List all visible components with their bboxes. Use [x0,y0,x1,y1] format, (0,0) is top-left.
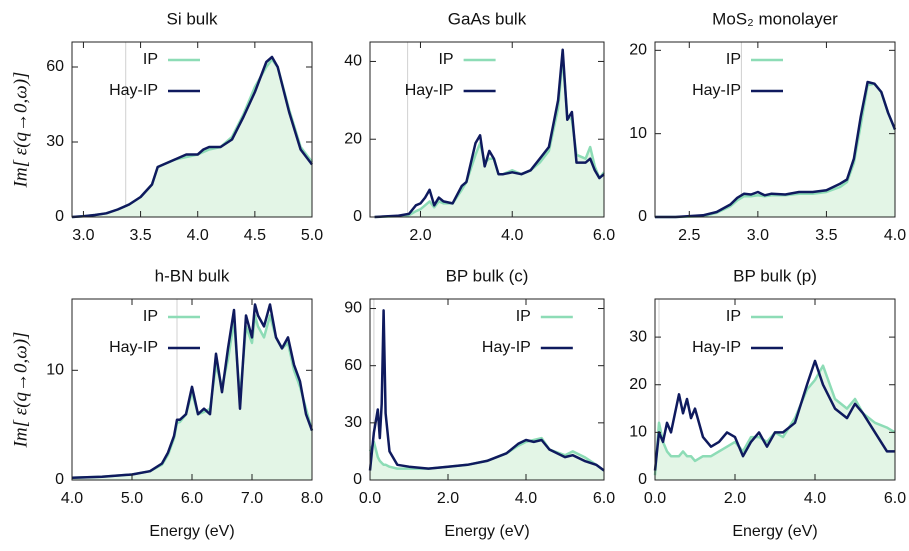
plot-frame [654,298,896,481]
plot-frame [71,41,313,218]
x-tick-label: 2.5 [678,227,700,244]
y-tick-label: 60 [344,357,362,374]
legend-label: Hay-IP [109,82,158,99]
plot-frame [369,41,605,218]
panel-title: BP bulk (c) [446,266,529,285]
y-tick-label: 0 [353,471,362,488]
line [71,303,314,480]
line [374,48,605,219]
y-tick-label: 20 [629,376,647,393]
panel-title: MoS₂ monolayer [712,9,838,28]
line [653,359,895,471]
y-tick-label: 0 [55,471,64,488]
line [71,55,313,219]
area [655,365,895,480]
y-tick-label: 10 [629,424,647,441]
x-axis-label: Energy (eV) [732,523,817,540]
y-tick-label: 0 [353,208,362,225]
panel-title: h-BN bulk [155,266,230,285]
legend-label: IP [143,51,158,68]
x-tick-label: 0.0 [359,490,381,507]
y-tick-label: 60 [46,58,64,75]
x-tick-label: 6.0 [181,490,203,507]
y-axis-label: Im[ ε(q→0,ω)] [10,72,31,189]
legend-label: IP [143,308,158,325]
x-tick-label: 4.0 [501,227,523,244]
x-axis-label: Energy (eV) [444,523,529,540]
area [374,57,604,217]
panel-title: BP bulk (p) [733,266,817,285]
legend-label: Hay-IP [692,339,741,356]
area [655,83,895,217]
x-tick-label: 6.0 [593,227,615,244]
panel-title: Si bulk [166,9,218,28]
x-tick-label: 4.0 [187,227,209,244]
line [368,309,605,472]
x-tick-label: 5.0 [301,227,323,244]
y-tick-label: 0 [638,471,647,488]
x-tick-label: 3.5 [815,227,837,244]
x-tick-label: 4.5 [244,227,266,244]
x-tick-label: 2.0 [409,227,431,244]
area [370,438,604,480]
y-axis-label: Im[ ε(q→0,ω)] [10,332,31,449]
x-tick-label: 2.0 [437,490,459,507]
legend-label: IP [438,51,453,68]
x-tick-label: 2.0 [724,490,746,507]
legend-label: Hay-IP [405,82,454,99]
y-tick-label: 40 [344,53,362,70]
line [653,364,896,476]
x-tick-label: 0.0 [644,490,666,507]
y-tick-label: 0 [55,208,64,225]
legend-label: Hay-IP [482,339,531,356]
x-tick-label: 5.0 [121,490,143,507]
y-tick-label: 0 [638,208,647,225]
x-tick-label: 4.0 [884,227,906,244]
y-tick-label: 30 [344,414,362,431]
area [72,315,312,480]
panel-title: GaAs bulk [448,9,527,28]
y-tick-label: 30 [629,328,647,345]
x-tick-label: 7.0 [241,490,263,507]
x-tick-label: 4.0 [61,490,83,507]
x-tick-label: 8.0 [301,490,323,507]
x-tick-label: 3.0 [72,227,94,244]
legend-label: IP [726,51,741,68]
y-tick-label: 20 [344,130,362,147]
plot-frame [654,41,896,218]
area [72,59,312,217]
y-tick-label: 30 [46,133,64,150]
legend-label: IP [726,308,741,325]
x-tick-label: 4.0 [515,490,537,507]
legend-label: IP [516,308,531,325]
y-tick-label: 20 [629,42,647,59]
line [655,80,897,219]
x-tick-label: 3.5 [129,227,151,244]
x-tick-label: 3.0 [747,227,769,244]
x-tick-label: 6.0 [884,490,906,507]
x-axis-label: Energy (eV) [149,523,234,540]
y-tick-label: 90 [344,300,362,317]
x-tick-label: 6.0 [593,490,615,507]
legend-label: Hay-IP [692,82,741,99]
x-tick-label: 4.0 [804,490,826,507]
plot-frame [369,298,605,481]
y-tick-label: 10 [46,362,64,379]
y-tick-label: 10 [629,125,647,142]
legend-label: Hay-IP [109,339,158,356]
